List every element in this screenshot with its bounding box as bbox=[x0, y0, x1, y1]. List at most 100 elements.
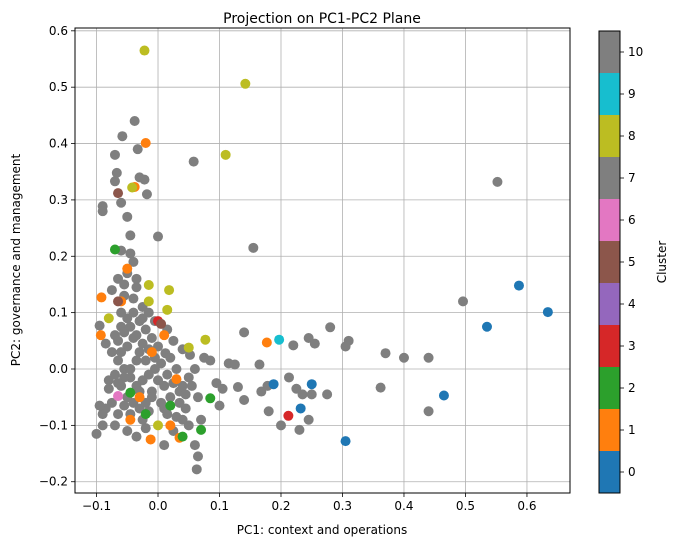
scatter-point bbox=[186, 380, 197, 391]
scatter-point bbox=[423, 352, 434, 363]
scatter-point bbox=[205, 355, 216, 366]
scatter-point bbox=[113, 188, 124, 199]
scatter-point bbox=[189, 440, 200, 451]
scatter-point bbox=[91, 428, 102, 439]
scatter-point bbox=[153, 420, 164, 431]
x-tick-label: 0.4 bbox=[394, 499, 413, 513]
scatter-point bbox=[196, 424, 207, 435]
scatter-point bbox=[127, 182, 138, 193]
y-tick-label: 0.1 bbox=[49, 306, 68, 320]
scatter-point bbox=[109, 420, 120, 431]
x-tick-label: 0.1 bbox=[210, 499, 229, 513]
scatter-point bbox=[129, 116, 140, 126]
scatter-point bbox=[156, 318, 167, 329]
scatter-point bbox=[94, 400, 105, 411]
scatter-point bbox=[131, 282, 142, 293]
y-axis: −0.2 −0.1 0.0 0.1 0.2 0.3 0.4 0.5 0.6 bbox=[39, 24, 75, 489]
scatter-point bbox=[171, 364, 182, 374]
y-tick-label: 0.5 bbox=[49, 80, 68, 94]
scatter-point bbox=[119, 400, 130, 411]
scatter-point bbox=[165, 392, 176, 403]
scatter-point bbox=[306, 389, 317, 400]
scatter-point bbox=[128, 307, 139, 318]
scatter-point bbox=[128, 293, 139, 304]
scatter-point bbox=[162, 409, 173, 420]
scatter-point bbox=[322, 389, 333, 400]
scatter-point bbox=[291, 383, 302, 394]
scatter-point bbox=[103, 383, 114, 394]
colorbar-tick-label: 6 bbox=[628, 213, 636, 227]
scatter-point bbox=[165, 400, 176, 411]
scatter-point bbox=[131, 355, 142, 366]
y-tick-label: −0.2 bbox=[39, 475, 68, 489]
scatter-point bbox=[145, 434, 156, 445]
scatter-point bbox=[146, 347, 157, 358]
plot-frame bbox=[74, 27, 571, 494]
scatter-point bbox=[125, 248, 136, 259]
colorbar-cell bbox=[599, 325, 620, 367]
colorbar-cell bbox=[599, 409, 620, 451]
scatter-point bbox=[325, 322, 336, 333]
colorbar-tick-label: 5 bbox=[628, 255, 636, 269]
scatter-point bbox=[309, 338, 320, 349]
scatter-point bbox=[146, 392, 157, 403]
scatter-point bbox=[180, 389, 191, 400]
scatter-point bbox=[256, 386, 267, 397]
scatter-point bbox=[113, 391, 124, 402]
x-tick-label: −0.1 bbox=[82, 499, 111, 513]
scatter-point bbox=[125, 414, 136, 425]
scatter-point bbox=[153, 231, 164, 242]
scatter-point bbox=[205, 393, 216, 404]
scatter-point bbox=[159, 440, 170, 451]
scatter-point bbox=[162, 304, 173, 315]
colorbar-cell bbox=[599, 73, 620, 115]
y-tick-label: 0.0 bbox=[49, 362, 68, 376]
scatter-point bbox=[113, 296, 124, 307]
scatter-point bbox=[97, 206, 108, 217]
scatter-point bbox=[183, 372, 194, 383]
scatter-point bbox=[165, 420, 176, 431]
scatter-point bbox=[146, 333, 157, 343]
scatter-point bbox=[398, 352, 409, 363]
scatter-point bbox=[113, 378, 124, 389]
colorbar-cell bbox=[599, 451, 620, 493]
scatter-point bbox=[125, 364, 136, 374]
scatter-point bbox=[162, 369, 173, 380]
scatter-point bbox=[239, 327, 250, 338]
x-tick-label: 0.5 bbox=[456, 499, 475, 513]
scatter-point bbox=[375, 382, 386, 393]
scatter-point bbox=[106, 347, 117, 358]
scatter-point bbox=[139, 174, 150, 185]
scatter-point bbox=[303, 414, 314, 425]
scatter-point bbox=[125, 321, 136, 332]
scatter-point bbox=[283, 410, 294, 421]
scatter-point bbox=[177, 431, 188, 442]
scatter-point bbox=[229, 359, 240, 370]
scatter-point bbox=[171, 374, 182, 385]
scatter-point bbox=[200, 334, 211, 345]
scatter-point bbox=[116, 197, 127, 208]
y-tick-label: 0.3 bbox=[49, 193, 68, 207]
scatter-point bbox=[174, 397, 185, 408]
scatter-point bbox=[103, 375, 114, 386]
colorbar-cell bbox=[599, 199, 620, 241]
scatter-point bbox=[113, 409, 124, 420]
scatter-point bbox=[340, 341, 351, 352]
scatter-point bbox=[159, 330, 170, 341]
y-axis-label: PC2: governance and management bbox=[9, 154, 23, 367]
scatter-point bbox=[119, 279, 130, 290]
scatter-point bbox=[125, 230, 136, 241]
grid-layer bbox=[75, 28, 570, 493]
y-tick-label: 0.4 bbox=[49, 137, 68, 151]
scatter-point bbox=[97, 420, 108, 431]
scatter-point bbox=[177, 380, 188, 391]
colorbar-tick-label: 10 bbox=[628, 45, 643, 59]
scatter-point bbox=[261, 337, 272, 348]
colorbar-cell bbox=[599, 241, 620, 283]
scatter-point bbox=[103, 313, 114, 324]
colorbar-tick-label: 8 bbox=[628, 129, 636, 143]
scatter-point bbox=[122, 263, 133, 274]
scatter-point bbox=[268, 379, 279, 390]
scatter-point bbox=[134, 347, 145, 358]
x-tick-label: 0.0 bbox=[148, 499, 167, 513]
